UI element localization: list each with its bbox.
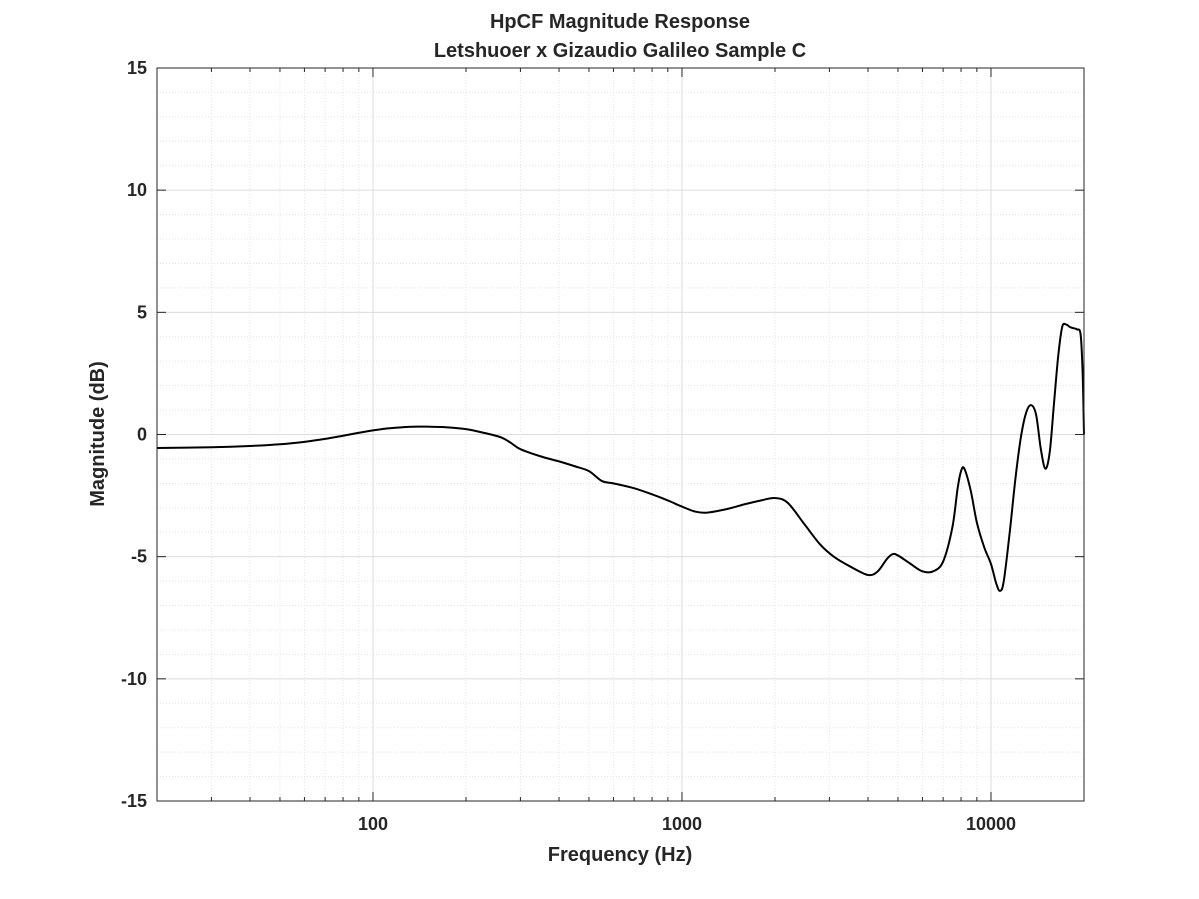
- x-axis-label: Frequency (Hz): [548, 844, 692, 866]
- y-tick-label: -15: [121, 791, 147, 811]
- y-tick-label: 5: [137, 302, 147, 322]
- y-axis-label: Magnitude (dB): [87, 361, 109, 507]
- y-tick-label: 10: [127, 180, 147, 200]
- series-layer: [156, 322, 1085, 592]
- x-tick-labels: 100 1000 10000: [358, 814, 1016, 834]
- x-tick-label: 10000: [966, 814, 1016, 834]
- y-tick-labels: -15 -10 -5 0 5 10 15: [121, 58, 147, 811]
- chart-subtitle: Letshuoer x Gizaudio Galileo Sample C: [434, 40, 806, 62]
- x-tick-label: 100: [358, 814, 388, 834]
- series-line: [156, 322, 1085, 592]
- y-tick-label: 15: [127, 58, 147, 78]
- x-tick-label: 1000: [662, 814, 702, 834]
- y-tick-label: -10: [121, 669, 147, 689]
- chart-title: HpCF Magnitude Response: [490, 11, 750, 33]
- y-tick-label: -5: [131, 547, 147, 567]
- tick-marks: [156, 67, 1085, 802]
- y-tick-label: 0: [137, 425, 147, 445]
